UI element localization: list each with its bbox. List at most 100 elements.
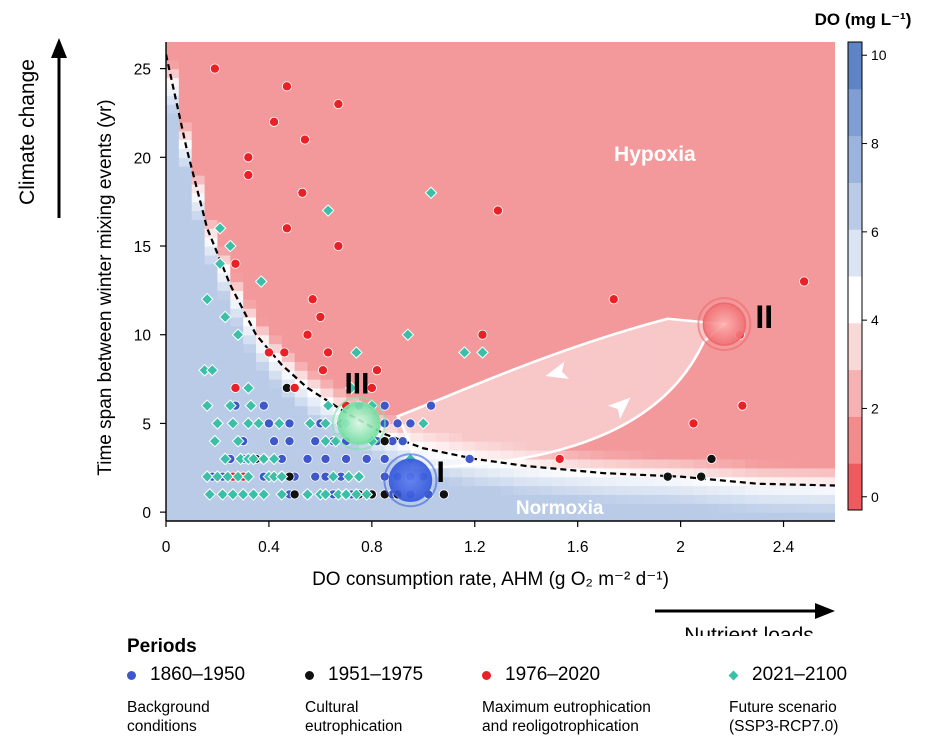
heatmap-cell [667,121,682,132]
heatmap-cell [256,166,270,176]
heatmap-cell [346,246,360,256]
heatmap-cell [268,379,283,389]
heatmap-cell [436,414,450,425]
heatmap-cell [783,352,798,362]
heatmap-cell [706,246,720,256]
heatmap-cell [397,77,412,87]
scatter-point-2021-2100 [301,488,314,501]
heatmap-cell [166,246,180,256]
heatmap-cell [358,246,373,256]
heatmap-cell [757,458,772,469]
heatmap-cell [217,86,231,96]
heatmap-cell [654,458,669,469]
heatmap-cell [423,121,437,132]
heatmap-cell [307,423,321,433]
heatmap-cell [577,423,592,433]
heatmap-cell [732,263,746,274]
heatmap-cell [320,42,334,52]
legend-period: 1951–1975 [328,664,424,685]
heatmap-cell [757,476,772,487]
heatmap-cell [166,503,180,513]
heatmap-cell [551,219,566,229]
heatmap-cell [320,219,334,229]
heatmap-cell [719,263,733,274]
heatmap-cell [616,414,630,425]
heatmap-cell [757,272,772,283]
heatmap-cell [616,308,630,318]
heatmap-cell [796,512,810,521]
heatmap-cell [461,104,476,114]
heatmap-cell [654,476,669,487]
heatmap-cell [629,201,643,212]
heatmap-cell [474,503,489,513]
heatmap-cell [719,281,733,291]
heatmap-cell [603,441,617,451]
heatmap-cell [346,201,360,212]
heatmap-cell [667,334,682,345]
heatmap-cell [654,201,669,212]
heatmap-cell [243,68,257,79]
heatmap-cell [616,379,630,389]
heatmap-cell [346,104,360,114]
heatmap-cell [230,343,244,354]
heatmap-cell [822,334,835,345]
heatmap-cell [333,59,347,70]
heatmap-cell [307,387,321,398]
heatmap-cell [744,308,759,318]
heatmap-cell [256,95,270,105]
heatmap-cell [590,290,605,300]
heatmap-cell [667,246,682,256]
heatmap-cell [333,219,347,229]
heatmap-cell [642,157,656,167]
heatmap-cell [449,263,463,274]
heatmap-cell [654,503,669,513]
heatmap-cell [526,396,540,407]
heatmap-cell [281,210,296,221]
heatmap-cell [436,77,450,87]
heatmap-cell [744,175,759,185]
heatmap-cell [539,494,553,504]
heatmap-cell [436,68,450,79]
heatmap-cell [680,246,695,256]
heatmap-cell [539,334,553,345]
heatmap-cell [243,228,257,238]
heatmap-cell [449,210,463,221]
heatmap-cell [217,352,231,362]
heatmap-cell [616,121,630,132]
heatmap-cell [384,104,399,114]
colorbar-tick-label: 6 [871,224,879,240]
heatmap-cell [629,148,643,158]
heatmap-cell [539,414,553,425]
heatmap-cell [307,361,321,371]
cluster-II-label: II [755,299,773,335]
heatmap-cell [526,299,540,309]
heatmap-cell [461,219,476,229]
heatmap-cell [590,458,605,469]
heatmap-cell [706,432,720,442]
heatmap-cell [706,192,720,203]
heatmap-cell [371,405,386,416]
heatmap-cell [590,423,605,433]
heatmap-cell [423,352,437,362]
heatmap-cell [577,219,592,229]
heatmap-cell [397,139,412,150]
heatmap-cell [500,405,514,416]
heatmap-cell [307,370,321,380]
heatmap-cell [770,325,785,336]
heatmap-cell [397,42,412,52]
heatmap-cell [719,228,733,238]
heatmap-cell [243,183,257,194]
heatmap-cell [166,86,180,96]
heatmap-cell [577,370,592,380]
heatmap-cell [796,361,810,371]
heatmap-cell [667,441,682,451]
heatmap-cell [384,237,399,247]
heatmap-cell [230,503,244,513]
heatmap-cell [590,219,605,229]
heatmap-cell [744,512,759,521]
heatmap-cell [642,219,656,229]
heatmap-cell [693,405,707,416]
heatmap-cell [204,503,219,513]
heatmap-cell [461,299,476,309]
heatmap-cell [564,112,579,123]
